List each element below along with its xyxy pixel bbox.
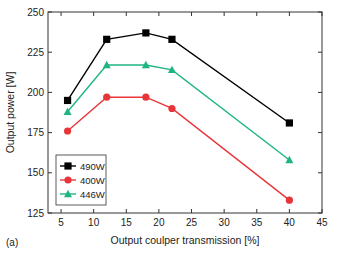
x-tick: [126, 209, 127, 213]
x-axis-label: Output coulper transmission [%]: [111, 234, 260, 246]
x-tick: [61, 209, 62, 213]
data-point: [103, 94, 110, 101]
x-tick-label: 5: [58, 217, 64, 228]
data-point: [168, 36, 175, 43]
legend-marker: [64, 176, 71, 183]
x-tick: [256, 209, 257, 213]
x-tick-label: 10: [88, 217, 100, 228]
x-tick: [93, 209, 94, 213]
y-tick-right: [318, 213, 322, 214]
data-point: [103, 61, 111, 68]
data-point: [64, 97, 71, 104]
x-tick-top: [191, 12, 192, 16]
data-point: [286, 119, 293, 126]
x-tick-top: [61, 12, 62, 16]
y-tick-right: [318, 12, 322, 13]
y-tick-label: 125: [27, 208, 44, 219]
y-tick-right: [318, 92, 322, 93]
legend-marker: [64, 162, 71, 169]
data-point: [64, 127, 71, 134]
x-tick-label: 40: [284, 217, 296, 228]
data-point: [103, 36, 110, 43]
x-tick: [289, 209, 290, 213]
y-tick-label: 150: [27, 167, 44, 178]
plot-area: [64, 29, 294, 203]
x-tick-top: [126, 12, 127, 16]
legend: 490W 400W 446W: [56, 155, 106, 205]
y-tick: [48, 92, 52, 93]
x-tick-label: 25: [186, 217, 198, 228]
x-tick: [158, 209, 159, 213]
x-tick-label: 45: [316, 217, 328, 228]
x-tick-top: [256, 12, 257, 16]
x-tick: [224, 209, 225, 213]
y-tick-right: [318, 172, 322, 173]
y-tick-label: 250: [27, 7, 44, 18]
y-axis-label: Output power [W]: [4, 72, 16, 154]
x-tick-label: 30: [219, 217, 231, 228]
data-point: [142, 94, 149, 101]
data-point: [286, 197, 293, 204]
x-tick-label: 15: [121, 217, 133, 228]
y-tick: [48, 132, 52, 133]
legend-label: 400W: [80, 175, 105, 186]
x-tick-top: [224, 12, 225, 16]
data-point: [142, 61, 150, 68]
x-tick-top: [93, 12, 94, 16]
legend-label: 446W: [80, 189, 105, 200]
chart-svg: 5 10 15 20 25 30 35 40 45 125 150 175 200 225 250 Outpu…: [0, 0, 344, 253]
legend-label: 490W: [80, 161, 105, 172]
y-tick: [48, 12, 52, 13]
panel-label: (a): [6, 237, 18, 248]
data-point: [64, 107, 72, 114]
data-point: [168, 105, 175, 112]
y-tick-label: 225: [27, 47, 44, 58]
plot-frame: [48, 12, 322, 213]
y-tick: [48, 172, 52, 173]
x-tick-top: [158, 12, 159, 16]
y-tick: [48, 213, 52, 214]
x-tick-top: [289, 12, 290, 16]
data-point: [285, 156, 293, 163]
x-tick-top: [322, 12, 323, 16]
x-tick: [191, 209, 192, 213]
series-line: [68, 33, 290, 123]
data-point: [142, 29, 149, 36]
legend-marker: [64, 190, 72, 197]
series-line: [68, 97, 290, 200]
x-tick-label: 35: [251, 217, 263, 228]
y-tick-right: [318, 52, 322, 53]
legend-box: [56, 155, 106, 205]
y-tick-label: 175: [27, 127, 44, 138]
series-line: [68, 65, 290, 160]
y-tick: [48, 52, 52, 53]
data-point: [168, 66, 176, 73]
x-tick-label: 20: [153, 217, 165, 228]
y-tick-right: [318, 132, 322, 133]
x-tick: [322, 209, 323, 213]
y-tick-label: 200: [27, 87, 44, 98]
chart-container: 5 10 15 20 25 30 35 40 45 125 150 175 200 225 250 Outpu…: [0, 0, 344, 253]
